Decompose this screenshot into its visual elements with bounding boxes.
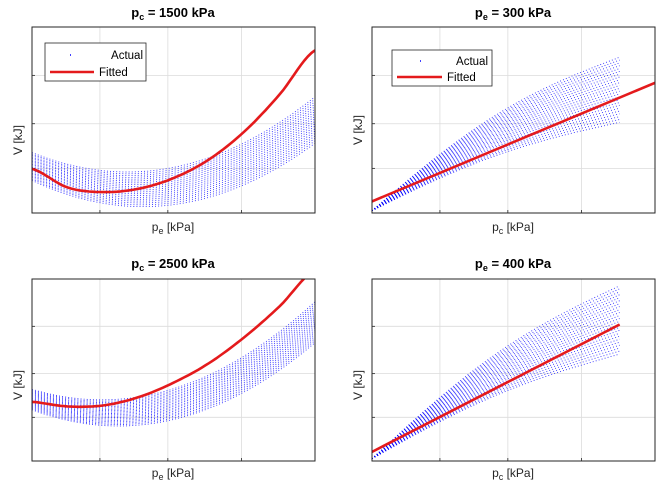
legend-actual-label: Actual [111, 50, 143, 62]
subplot-2-legend: Actual Fitted [391, 49, 493, 87]
actual-series-line [372, 323, 620, 460]
actual-series-line [372, 309, 620, 460]
actual-series-line [32, 128, 315, 197]
actual-series-line [32, 113, 315, 186]
subplot-3-fitted-line [32, 279, 306, 409]
actual-series-line [372, 303, 620, 460]
subplot-4-actual-series [372, 285, 620, 460]
actual-series-line [32, 310, 315, 406]
actual-series-line [372, 294, 620, 460]
actual-series-line [32, 329, 315, 419]
legend-fitted-label: Fitted [99, 67, 128, 79]
legend-box [391, 49, 493, 87]
actual-series-line [372, 82, 620, 212]
actual-series-line [372, 107, 620, 212]
subplot-1-title: pc = 1500 kPa [131, 5, 215, 22]
actual-series-line [372, 306, 620, 460]
actual-series-line [372, 90, 620, 212]
subplot-4-fitted-line [372, 323, 621, 454]
actual-series-line [32, 118, 315, 189]
actual-series-line [372, 116, 620, 212]
actual-series-line [32, 115, 315, 187]
actual-series-line [372, 329, 620, 460]
subplot-1-ylabel: V [kJ] [11, 125, 25, 155]
actual-series-line [32, 318, 315, 412]
actual-series-line [372, 297, 620, 460]
actual-series-line [372, 121, 620, 212]
actual-series-line [372, 70, 620, 212]
actual-series-line [372, 110, 620, 212]
actual-series-line [32, 331, 315, 420]
actual-series-line [32, 120, 315, 191]
subplot-4-xlabel: pc [kPa] [492, 466, 534, 482]
actual-series-line [32, 314, 315, 409]
subplot-3-title: pc = 2500 kPa [131, 256, 215, 273]
actual-series-line [372, 62, 620, 212]
legend-actual-label: Actual [456, 56, 488, 68]
subplot-2-xlabel: pc [kPa] [492, 220, 534, 236]
subplot-2-fitted-line [372, 81, 655, 203]
subplot-3-actual-series [32, 301, 315, 427]
actual-series-line [372, 332, 620, 460]
actual-series-line [32, 135, 315, 202]
actual-series-line [372, 291, 620, 460]
actual-series-line [32, 111, 315, 184]
actual-series-line [372, 59, 620, 212]
actual-series-line [372, 285, 620, 460]
subplot-3-xlabel: pe [kPa] [152, 466, 194, 482]
actual-series-line [372, 326, 620, 460]
actual-series-line [372, 344, 620, 460]
actual-series-line [372, 113, 620, 212]
subplot-1-xlabel: pe [kPa] [152, 220, 194, 236]
actual-series-line [372, 96, 620, 212]
actual-series-line [372, 338, 620, 460]
subplot-2: pe = 300 kPa pc [kPa] V [kJ] Actual Fitt… [351, 5, 656, 236]
actual-series-line [32, 138, 315, 204]
actual-series-line [32, 108, 315, 182]
actual-series-line [32, 327, 315, 417]
actual-series-line [32, 316, 315, 410]
actual-series-line [372, 350, 620, 460]
subplot-2-ylabel: V [kJ] [351, 115, 365, 145]
subplot-2-title: pe = 300 kPa [475, 5, 552, 22]
subplot-2-axes-box [371, 26, 656, 214]
subplot-1-axes-box [31, 26, 316, 214]
subplot-4-grid [372, 279, 655, 461]
subplot-3-ylabel: V [kJ] [11, 370, 25, 400]
actual-series-line [372, 353, 620, 460]
actual-series-line [32, 96, 315, 173]
actual-series-line [32, 142, 315, 208]
subplot-1-legend: Actual Fitted [44, 42, 147, 82]
actual-series-line [372, 73, 620, 212]
actual-series-line [372, 320, 620, 460]
subplot-1-fitted-line [32, 49, 315, 194]
actual-series-line [32, 322, 315, 414]
actual-series-line [372, 85, 620, 212]
subplot-3-grid [32, 279, 315, 461]
actual-series-line [32, 307, 315, 405]
actual-series-line [32, 333, 315, 421]
actual-series-line [372, 65, 620, 212]
legend-box [44, 42, 147, 82]
actual-series-line [372, 68, 620, 212]
subplot-4-axes-box [371, 278, 656, 462]
actual-series-line [372, 99, 620, 212]
actual-series-line [372, 102, 620, 212]
actual-series-line [32, 325, 315, 416]
actual-series-line [372, 312, 620, 460]
actual-series-line [372, 104, 620, 212]
actual-series-line [32, 320, 315, 413]
actual-series-line [372, 76, 620, 212]
legend-fitted-label: Fitted [447, 72, 476, 84]
actual-series-line [32, 123, 315, 193]
subplot-4-title: pe = 400 kPa [475, 256, 552, 273]
actual-series-line [32, 125, 315, 195]
actual-series-line [32, 140, 315, 206]
subplot-1: pc = 1500 kPa pe [kPa] V [kJ] Actual Fit… [11, 5, 316, 236]
subplot-3: pc = 2500 kPa pe [kPa] V [kJ] [11, 256, 316, 482]
subplot-4-ylabel: V [kJ] [351, 370, 365, 400]
subplot-3-axes-box [31, 278, 316, 462]
subplot-4: pe = 400 kPa pc [kPa] V [kJ] [351, 256, 656, 482]
